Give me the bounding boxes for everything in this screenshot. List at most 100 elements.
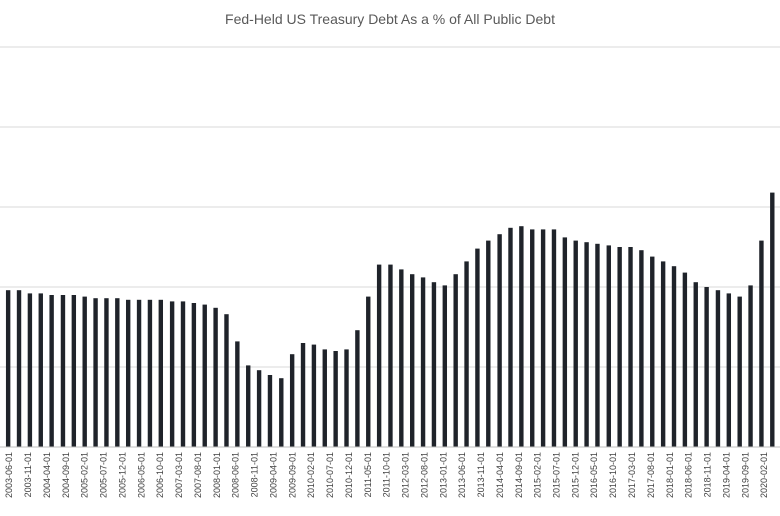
bar (606, 245, 611, 447)
x-tick-label: 2018-01-01 (665, 452, 675, 498)
x-tick-label: 2014-04-01 (495, 452, 505, 498)
bar (628, 247, 633, 447)
x-tick-label: 2009-09-01 (287, 452, 297, 498)
bar (562, 237, 568, 447)
bar (279, 378, 284, 447)
bar (540, 229, 546, 447)
x-tick-label: 2012-08-01 (419, 452, 429, 498)
bar (333, 351, 338, 447)
bar (213, 307, 218, 447)
bar (508, 227, 513, 447)
x-tick-label: 2017-08-01 (646, 452, 656, 498)
bar (486, 240, 491, 447)
bar (399, 269, 404, 447)
bar (93, 298, 98, 447)
bar (104, 298, 109, 447)
bar (115, 298, 120, 447)
bar (497, 234, 502, 447)
bar (617, 247, 622, 447)
bar (748, 285, 753, 447)
bar (322, 349, 327, 447)
x-tick-label: 2003-11-01 (23, 452, 33, 497)
x-tick-label: 2006-05-01 (136, 452, 146, 498)
bar (27, 293, 33, 447)
bar (224, 314, 229, 447)
x-tick-label: 2014-09-01 (514, 452, 524, 498)
x-tick-label: 2011-10-01 (382, 452, 392, 497)
bar (38, 293, 43, 447)
bar (573, 240, 578, 447)
x-tick-label: 2019-04-01 (721, 452, 731, 498)
x-tick-label: 2006-10-01 (155, 452, 165, 498)
x-tick-label: 2018-06-01 (684, 452, 694, 498)
x-tick-label: 2007-08-01 (193, 452, 203, 498)
bar (158, 299, 164, 447)
x-tick-label: 2013-11-01 (476, 452, 486, 497)
bar (147, 299, 153, 447)
bar (726, 293, 732, 447)
bar (650, 256, 655, 447)
bar (169, 301, 175, 447)
x-tick-label: 2019-09-01 (740, 452, 750, 498)
bar (60, 295, 66, 447)
bar (464, 261, 469, 447)
bar (693, 282, 698, 447)
bar (639, 250, 644, 447)
bar (355, 330, 360, 447)
bar (344, 349, 349, 447)
bar (453, 274, 458, 447)
x-tick-label: 2003-06-01 (4, 452, 14, 498)
bar (671, 266, 677, 447)
bar (420, 277, 426, 447)
x-tick-label: 2020-02-01 (759, 452, 769, 498)
x-tick-label: 2015-02-01 (533, 452, 543, 498)
x-tick-label: 2012-03-01 (401, 452, 411, 498)
bar (82, 296, 87, 447)
bar (191, 303, 197, 447)
bar (125, 299, 131, 447)
x-tick-label: 2004-04-01 (42, 452, 52, 498)
bar (595, 243, 600, 447)
bar (49, 295, 54, 447)
x-tick-label: 2010-07-01 (325, 452, 335, 498)
x-tick-label: 2005-02-01 (80, 452, 90, 498)
chart-title: Fed-Held US Treasury Debt As a % of All … (225, 11, 555, 27)
bar (682, 272, 688, 447)
bar (289, 354, 295, 447)
bar (388, 264, 393, 447)
x-tick-label: 2010-02-01 (306, 452, 316, 498)
bar (715, 290, 721, 447)
bar (530, 229, 535, 447)
bar (267, 375, 273, 447)
x-tick-label: 2011-05-01 (363, 452, 373, 497)
x-tick-label: 2008-01-01 (212, 452, 222, 498)
x-tick-label: 2007-03-01 (174, 452, 184, 498)
bar (584, 242, 589, 447)
x-tick-label: 2015-07-01 (552, 452, 562, 498)
x-tick-label: 2013-06-01 (457, 452, 467, 498)
x-tick-label: 2013-01-01 (438, 452, 448, 498)
x-tick-label: 2004-09-01 (61, 452, 71, 498)
bar (366, 296, 371, 447)
bar (136, 299, 142, 447)
x-tick-label: 2017-03-01 (627, 452, 637, 498)
bar (300, 343, 306, 447)
x-tick-label: 2008-11-01 (250, 452, 260, 497)
x-tick-label: 2008-06-01 (231, 452, 241, 498)
x-tick-label: 2009-04-01 (268, 452, 278, 498)
bar (376, 264, 382, 447)
x-tick-label: 2016-10-01 (608, 452, 618, 498)
bar (704, 287, 709, 447)
bar (180, 301, 186, 447)
bar (71, 295, 77, 447)
bar (5, 290, 11, 447)
x-tick-label: 2005-07-01 (99, 452, 109, 498)
x-tick-label: 2018-11-01 (702, 452, 712, 497)
bar (551, 229, 557, 447)
x-tick-label: 2015-12-01 (570, 452, 580, 498)
bar (475, 248, 480, 447)
bar (311, 344, 317, 447)
bar (202, 304, 207, 447)
x-tick-label: 2016-05-01 (589, 452, 599, 498)
